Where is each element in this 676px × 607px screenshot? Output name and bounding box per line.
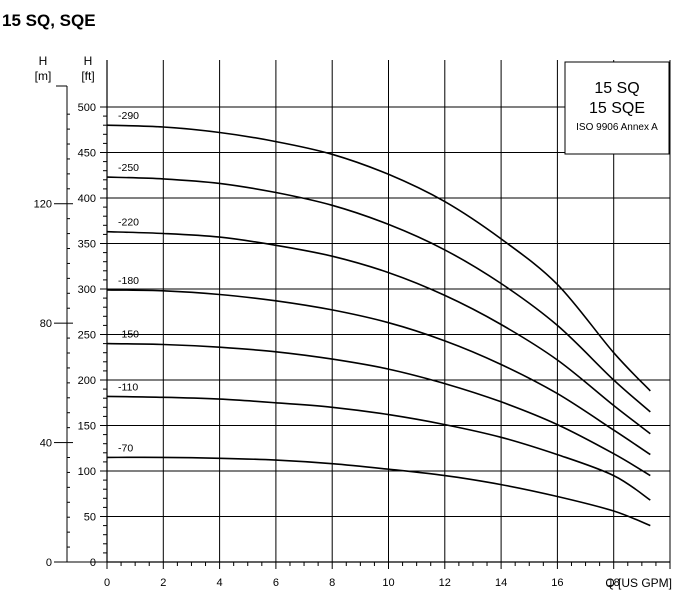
x-tick-label: 2 [160,577,166,589]
x-tick-label: 6 [273,577,279,589]
chart-title: 15 SQ, SQE [2,11,96,30]
curve-label-m110: -110 [118,381,138,393]
h-m-symbol: H [39,54,48,68]
ft-tick-label: 450 [78,148,96,160]
m-tick-label: 120 [34,199,52,211]
x-axis-label: Q [US GPM] [605,576,672,590]
x-tick-label: 10 [382,577,394,589]
curve-label-m180: -180 [118,275,139,287]
x-tick-label: 0 [104,577,110,589]
pump-curve-m70 [106,456,651,527]
ft-tick-label: 400 [78,193,96,205]
pump-curve-m250 [106,176,651,413]
m-tick-label: 80 [40,318,52,330]
legend-model-2: 15 SQE [589,100,645,117]
grid [107,60,671,562]
ft-tick-label: 0 [90,557,96,569]
pump-curve-m150 [106,342,651,477]
curves [106,124,651,527]
legend-model-1: 15 SQ [594,80,639,97]
pump-curve-m220 [106,230,651,435]
curve-label-m250: -250 [118,162,139,174]
pump-curve-m290 [106,124,651,392]
ft-tick-label: 200 [78,375,96,387]
h-ft-unit: [ft] [81,69,94,83]
curve-label-m290: -290 [118,110,139,122]
ft-tick-label: 500 [78,102,96,114]
x-tick-label: 16 [551,577,563,589]
ft-tick-label: 250 [78,330,96,342]
legend-frame [564,61,670,155]
curve-label-m150: -150 [118,329,139,341]
x-tick-label: 18 [608,577,620,589]
h-m-unit: [m] [35,69,52,83]
pump-curve-m110 [106,395,651,501]
x-tick-label: 4 [217,577,223,589]
axes [54,60,671,569]
m-tick-label: 0 [46,557,52,569]
ft-tick-label: 100 [78,466,96,478]
curve-label-m220: -220 [118,217,139,229]
m-tick-label: 40 [40,438,52,450]
x-tick-label: 14 [495,577,507,589]
tick-labels: 0 50 100 150 200 250 300 350 400 450 500 0 40 80 120 0 2… [34,102,620,589]
x-tick-label: 8 [329,577,335,589]
ft-tick-label: 50 [84,512,96,524]
legend-box: 15 SQ 15 SQE ISO 9906 Annex A [564,61,670,155]
ft-tick-label: 350 [78,239,96,251]
ft-tick-label: 300 [78,284,96,296]
pump-curve-m180 [106,289,651,456]
x-tick-label: 12 [439,577,451,589]
h-ft-symbol: H [84,54,93,68]
curve-label-m70: -70 [118,442,133,454]
curve-labels: -290 -250 -220 -180 -150 -110 -70 [118,110,139,454]
ft-tick-label: 150 [78,421,96,433]
legend-standard: ISO 9906 Annex A [576,122,658,133]
